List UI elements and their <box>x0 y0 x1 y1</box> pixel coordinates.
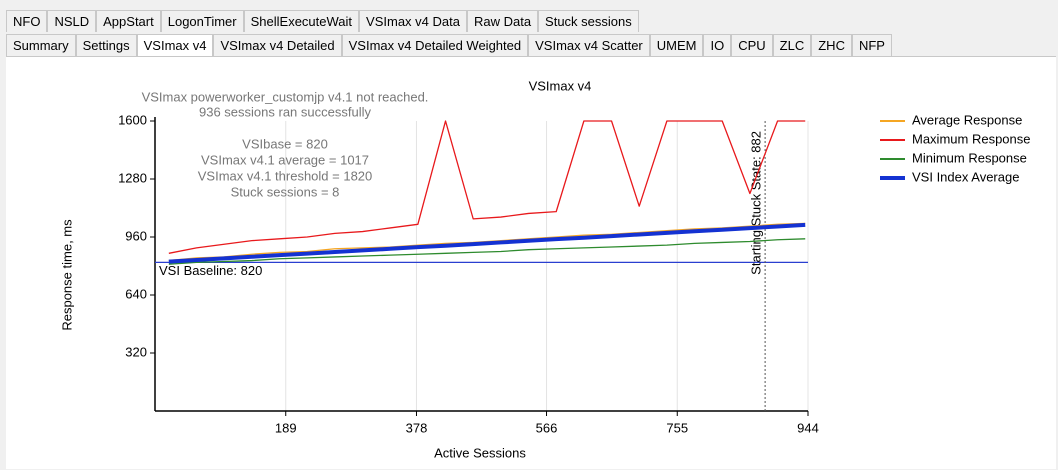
annotation: VSImax v4.1 average = 1017 <box>201 152 369 167</box>
x-tick-label: 566 <box>536 420 558 435</box>
tab[interactable]: VSImax v4 Detailed Weighted <box>341 34 529 56</box>
series-line <box>168 238 806 265</box>
legend-label: Average Response <box>912 112 1022 127</box>
tab[interactable]: VSImax v4 <box>136 34 214 56</box>
tab[interactable]: Stuck sessions <box>538 10 639 32</box>
y-axis-label: Response time, ms <box>59 219 74 331</box>
tab[interactable]: NFP <box>851 34 892 56</box>
tab[interactable]: LogonTimer <box>160 10 244 32</box>
tab[interactable]: NSLD <box>47 10 97 32</box>
y-tick-label: 960 <box>125 228 147 243</box>
tab[interactable]: AppStart <box>96 10 161 32</box>
y-tick-label: 1600 <box>118 112 147 127</box>
tab[interactable]: ZLC <box>772 34 812 56</box>
x-tick-label: 378 <box>406 420 428 435</box>
series-line <box>168 120 806 254</box>
tab[interactable]: ZHC <box>811 34 852 56</box>
series-line <box>168 222 806 264</box>
tab[interactable]: UMEM <box>649 34 704 56</box>
tab[interactable]: Raw Data <box>466 10 539 32</box>
tab-row: Summary Settings VSImax v4 VSImax v4 Detail… <box>6 34 892 56</box>
x-tick-label: 189 <box>275 420 297 435</box>
x-tick-label: 944 <box>797 420 819 435</box>
annotation: Stuck sessions = 8 <box>231 184 340 199</box>
tab[interactable]: VSImax v4 Detailed <box>213 34 342 56</box>
tab[interactable]: Settings <box>75 34 137 56</box>
y-tick-label: 320 <box>125 344 147 359</box>
tab[interactable]: CPU <box>731 34 773 56</box>
x-axis-label: Active Sessions <box>434 445 526 460</box>
tab[interactable]: IO <box>703 34 732 56</box>
tab-row: NFO NSLD AppStart LogonTimer ShellExecuteWai… <box>6 10 639 32</box>
legend-label: Minimum Response <box>912 150 1027 165</box>
tab[interactable]: VSImax v4 Scatter <box>528 34 650 56</box>
tab[interactable]: VSImax v4 Data <box>359 10 467 32</box>
tab[interactable]: ShellExecuteWait <box>243 10 360 32</box>
y-tick-label: 1280 <box>118 170 147 185</box>
tab[interactable]: Summary <box>6 34 76 56</box>
annotation: VSIbase = 820 <box>242 136 328 151</box>
annotation: VSImax powerworker_customjp v4.1 not rea… <box>142 89 429 104</box>
y-tick-label: 640 <box>125 286 147 301</box>
x-tick-label: 755 <box>666 420 688 435</box>
legend-label: VSI Index Average <box>912 169 1019 184</box>
stuck-label: Starting Stuck State: 882 <box>749 131 764 275</box>
legend-label: Maximum Response <box>912 131 1031 146</box>
tab[interactable]: NFO <box>6 10 48 32</box>
baseline-label: VSI Baseline: 820 <box>159 263 262 278</box>
chart-title: VSImax v4 <box>529 78 592 93</box>
annotation: 936 sessions ran successfully <box>199 104 371 119</box>
annotation: VSImax v4.1 threshold = 1820 <box>198 168 373 183</box>
